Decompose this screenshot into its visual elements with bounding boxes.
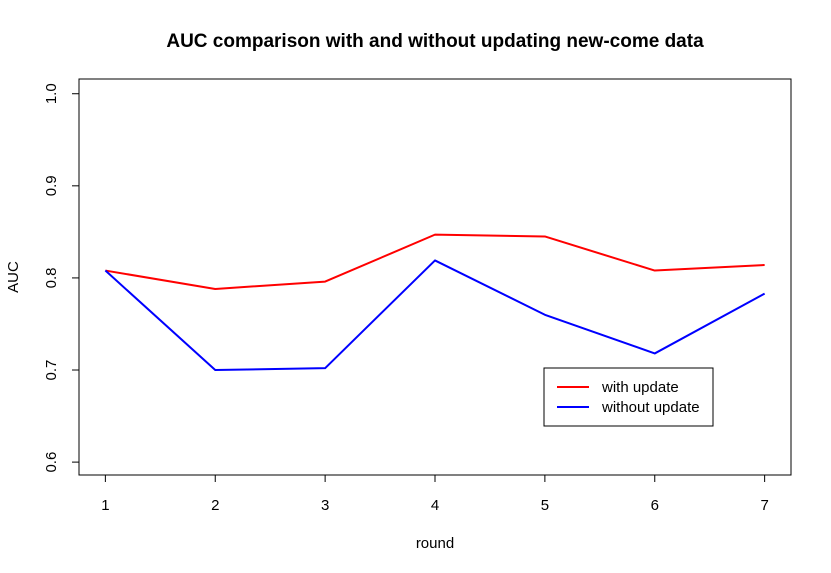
chart-title: AUC comparison with and without updating… xyxy=(166,31,704,52)
y-tick-label: 0.8 xyxy=(43,267,60,288)
legend: with update without update xyxy=(543,367,714,427)
x-axis-label: round xyxy=(416,535,454,552)
y-tick-label: 1.0 xyxy=(43,83,60,104)
x-tick-label: 3 xyxy=(321,497,329,514)
x-tick-label: 4 xyxy=(431,497,439,514)
series-layer xyxy=(104,233,766,372)
series-line-1 xyxy=(105,233,765,290)
y-tick-label: 0.9 xyxy=(43,175,60,196)
x-tick-label: 5 xyxy=(541,497,549,514)
y-axis-label: AUC xyxy=(5,261,22,293)
legend-label: without update xyxy=(601,399,700,416)
legend-box xyxy=(543,367,714,427)
x-tick-label: 7 xyxy=(760,497,768,514)
y-tick-label: 0.7 xyxy=(43,360,60,381)
x-tick-label: 1 xyxy=(101,497,109,514)
x-tick-label: 6 xyxy=(651,497,659,514)
series-line-2 xyxy=(104,259,766,372)
legend-label: with update xyxy=(601,379,679,396)
y-tick-label: 0.6 xyxy=(43,452,60,473)
x-axis: 1 2 3 4 5 6 7 xyxy=(101,474,769,514)
y-axis: 0.6 0.7 0.8 0.9 1.0 xyxy=(43,83,80,473)
x-tick-label: 2 xyxy=(211,497,219,514)
